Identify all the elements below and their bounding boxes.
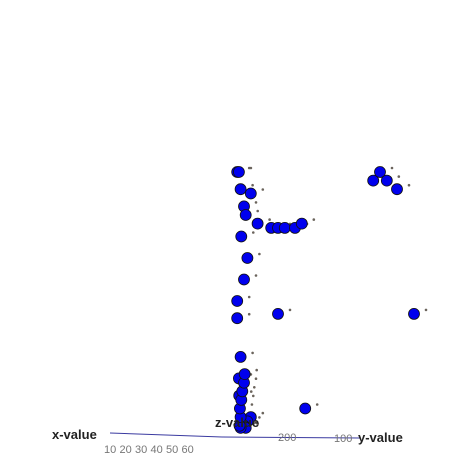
shadow-point xyxy=(268,218,271,221)
data-point xyxy=(232,166,245,178)
y-axis-title: y-value xyxy=(358,430,403,445)
data-point xyxy=(408,307,420,320)
data-point xyxy=(231,295,244,307)
shadow-point xyxy=(315,403,319,406)
shadow-point xyxy=(247,312,251,316)
shadow-point xyxy=(247,295,251,299)
shadow-point xyxy=(249,166,253,170)
data-point xyxy=(278,221,291,234)
shadow-point xyxy=(254,420,258,424)
shadow-point xyxy=(251,231,255,234)
data-point xyxy=(295,217,308,230)
shadow-point xyxy=(397,175,401,178)
x-tick-labels: 10 20 30 40 50 60 xyxy=(104,444,194,456)
x-tick-label: 10 xyxy=(104,444,116,456)
data-point xyxy=(234,350,247,363)
x-tick-label: 60 xyxy=(182,444,194,456)
data-point xyxy=(251,217,264,230)
y-axis-line xyxy=(221,436,361,439)
shadow-points-layer xyxy=(247,166,428,426)
shadow-point xyxy=(261,411,265,415)
x-tick-label: 30 xyxy=(135,444,147,456)
z-axis-title: z-value xyxy=(215,415,259,430)
data-point xyxy=(367,174,380,187)
data-points-layer xyxy=(231,166,420,434)
shadow-point xyxy=(258,416,261,419)
x-axis-line xyxy=(109,432,223,438)
shadow-point xyxy=(249,390,253,393)
shadow-point xyxy=(251,183,254,187)
shadow-point xyxy=(250,403,254,406)
data-point xyxy=(238,273,250,286)
z-tick-label: 200 xyxy=(278,432,296,444)
shadow-point xyxy=(254,201,258,204)
shadow-point xyxy=(256,209,260,213)
data-point xyxy=(391,183,403,196)
data-point xyxy=(244,187,257,200)
data-point xyxy=(238,368,251,381)
shadow-point xyxy=(254,377,258,381)
shadow-point xyxy=(251,394,255,398)
data-point xyxy=(374,166,386,178)
x-tick-label: 40 xyxy=(151,444,163,456)
shadow-point xyxy=(251,351,254,355)
x-tick-label: 20 xyxy=(120,444,132,456)
shadow-point xyxy=(407,183,411,187)
data-point xyxy=(235,230,248,243)
shadow-point xyxy=(253,386,256,389)
y-tick-label: 100 xyxy=(334,433,352,445)
x-axis-title: x-value xyxy=(52,427,97,442)
x-tick-label: 50 xyxy=(166,444,178,456)
shadow-point xyxy=(288,308,292,312)
shadow-point xyxy=(424,308,428,312)
shadow-point xyxy=(258,252,261,256)
data-point xyxy=(234,183,247,196)
shadow-point xyxy=(255,368,258,372)
data-point xyxy=(241,252,254,264)
data-point xyxy=(380,174,393,187)
data-point xyxy=(272,307,284,320)
data-point xyxy=(299,402,312,415)
shadow-point xyxy=(390,166,394,170)
shadow-point xyxy=(254,274,258,277)
data-point xyxy=(239,209,252,221)
data-point xyxy=(231,312,244,325)
shadow-point xyxy=(312,218,316,221)
shadow-point xyxy=(261,188,265,191)
shadow-point xyxy=(256,422,260,426)
